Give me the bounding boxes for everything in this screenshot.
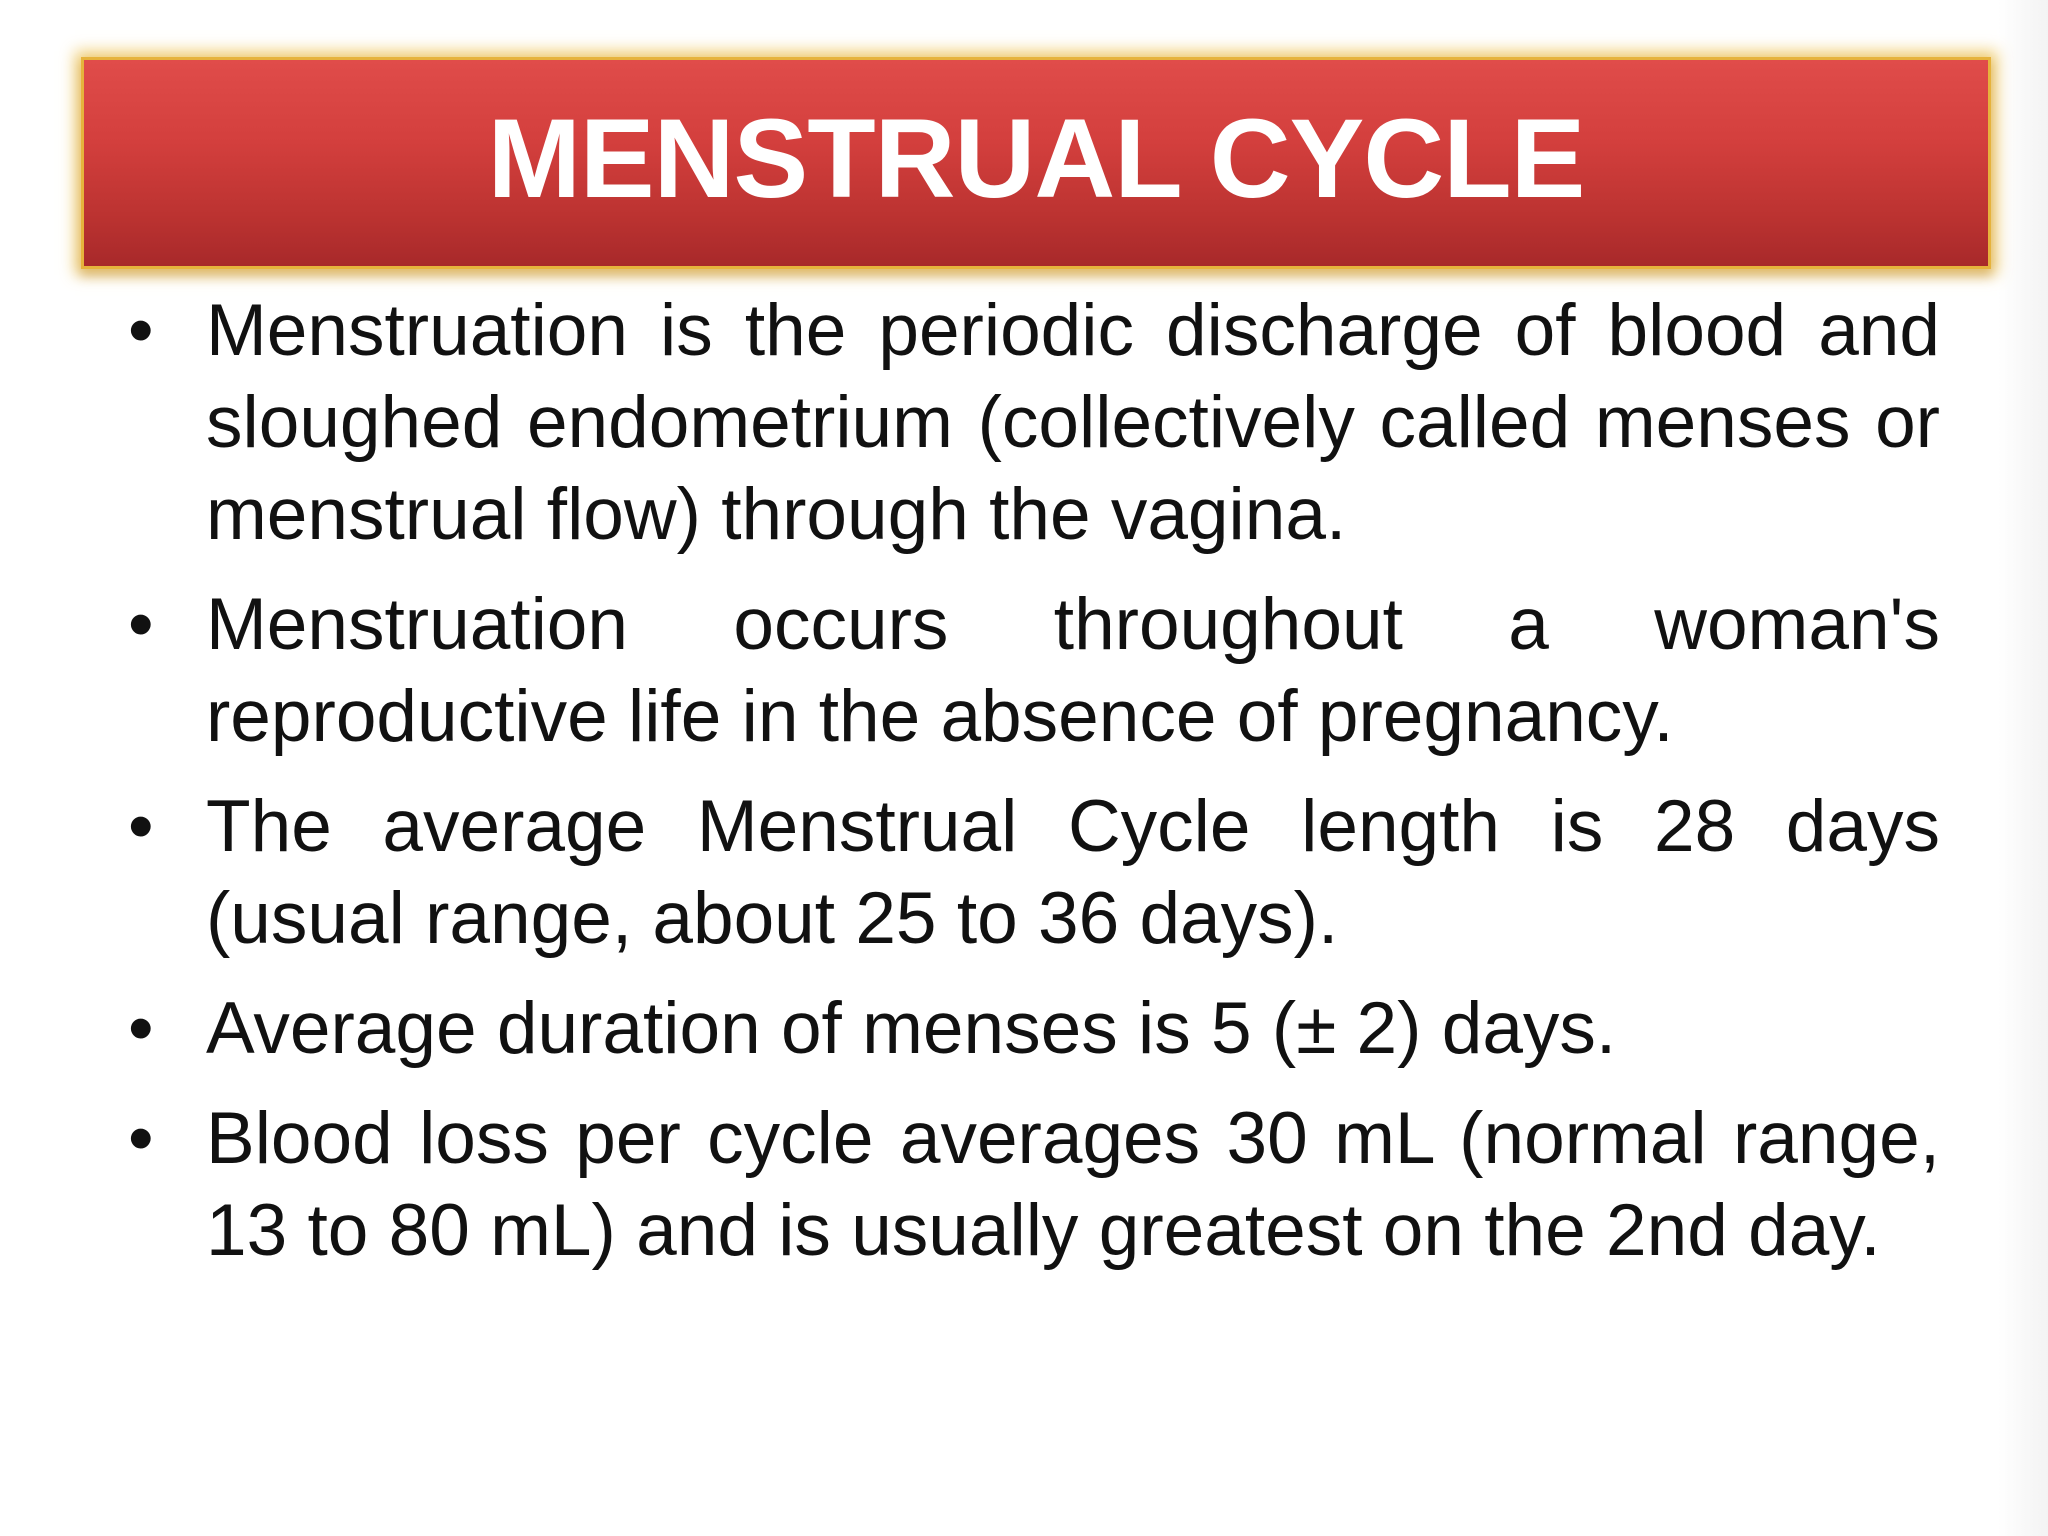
bullet-icon: •	[128, 1098, 154, 1179]
title-banner: MENSTRUAL CYCLE	[81, 57, 1991, 269]
bullet-icon: •	[128, 786, 154, 867]
bullet-text: The average Menstrual Cycle length is 28…	[206, 786, 1940, 959]
bullet-text: Menstruation is the periodic discharge o…	[206, 290, 1940, 555]
bullet-icon: •	[128, 584, 154, 665]
bullet-icon: •	[128, 988, 154, 1069]
bullet-item: • The average Menstrual Cycle length is …	[120, 781, 1940, 965]
bullet-list: • Menstruation is the periodic discharge…	[120, 285, 1940, 1295]
bullet-text: Average duration of menses is 5 (± 2) da…	[206, 988, 1617, 1069]
bullet-item: • Menstruation occurs throughout a woman…	[120, 579, 1940, 763]
bullet-item: • Blood loss per cycle averages 30 mL (n…	[120, 1093, 1940, 1277]
bullet-text: Menstruation occurs throughout a woman's…	[206, 584, 1940, 757]
bullet-item: • Average duration of menses is 5 (± 2) …	[120, 983, 1940, 1075]
slide-edge-shade	[1998, 0, 2048, 1536]
bullet-text: Blood loss per cycle averages 30 mL (nor…	[206, 1098, 1940, 1271]
slide-title: MENSTRUAL CYCLE	[487, 96, 1586, 221]
bullet-icon: •	[128, 290, 154, 371]
bullet-item: • Menstruation is the periodic discharge…	[120, 285, 1940, 561]
